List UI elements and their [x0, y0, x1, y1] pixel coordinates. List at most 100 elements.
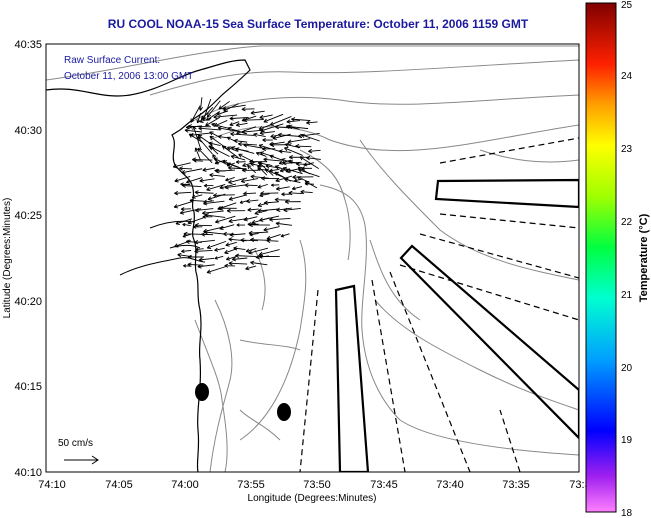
current-vector — [283, 147, 303, 156]
current-vector — [194, 190, 214, 195]
colorbar-tick-label: 25 — [621, 0, 633, 11]
current-vector — [231, 256, 248, 262]
current-vector — [288, 190, 303, 196]
current-vector — [192, 125, 202, 150]
current-vector — [224, 248, 237, 255]
current-vector — [257, 167, 268, 172]
current-vector — [218, 134, 229, 139]
current-vector — [275, 186, 290, 191]
current-vector — [190, 105, 201, 123]
current-vector — [203, 200, 225, 206]
current-vector — [280, 233, 290, 238]
current-vector — [291, 186, 303, 191]
colorbar-gradient — [585, 2, 617, 513]
current-vector — [291, 117, 311, 122]
colorbar-tick-label: 19 — [621, 435, 633, 446]
current-vector — [187, 254, 204, 260]
current-vector — [241, 168, 259, 173]
current-vector — [275, 124, 292, 130]
y-tick-label: 40:35 — [14, 39, 42, 51]
current-vector — [203, 230, 226, 235]
current-vector — [250, 174, 269, 179]
radar-beam-lines — [299, 137, 579, 472]
current-vector — [245, 265, 257, 271]
scale-arrow — [64, 455, 99, 465]
current-vector — [194, 147, 201, 161]
current-vector — [248, 230, 269, 236]
current-vector — [300, 133, 320, 142]
current-vector — [189, 198, 204, 203]
current-vector — [215, 169, 236, 174]
current-vector — [284, 177, 301, 183]
current-vector — [231, 146, 255, 154]
current-vector — [181, 183, 202, 188]
current-vector — [194, 239, 215, 245]
current-vector — [199, 178, 215, 183]
x-axis-label: Longitude (Degrees:Minutes) — [248, 493, 377, 504]
current-vector — [300, 189, 313, 195]
current-vector — [301, 166, 313, 171]
scale-label: 50 cm/s — [58, 438, 93, 449]
bathymetry-contours — [46, 45, 579, 472]
current-vector — [174, 176, 191, 183]
current-vector — [237, 141, 257, 147]
current-vector — [249, 222, 270, 228]
current-vector — [263, 157, 281, 162]
current-vector — [263, 226, 280, 232]
current-vector — [233, 138, 248, 144]
current-vector — [203, 183, 214, 188]
current-vector — [292, 174, 314, 180]
current-vector — [306, 155, 321, 161]
current-vector — [224, 263, 236, 268]
current-vector — [269, 217, 291, 222]
current-vector — [253, 132, 266, 138]
current-vector — [179, 166, 193, 171]
current-vector — [215, 215, 236, 224]
plot-frame — [45, 43, 580, 473]
current-vector — [304, 182, 314, 186]
x-tick-label: 74:10 — [38, 479, 66, 491]
current-vector — [211, 122, 229, 129]
current-vector — [192, 157, 213, 162]
colorbar-tick-label: 21 — [621, 290, 633, 301]
current-vector — [222, 104, 246, 111]
current-vector — [258, 161, 274, 176]
current-vector — [213, 114, 238, 120]
current-vector — [194, 223, 213, 228]
current-vector — [206, 240, 227, 250]
current-vector — [288, 124, 309, 130]
current-vector — [194, 249, 213, 254]
current-vector — [257, 208, 279, 213]
y-axis: 40:35 40:30 40:25 40:20 40:15 40:10 Lati… — [2, 39, 42, 479]
current-vector — [223, 231, 235, 237]
current-vector — [284, 199, 301, 204]
current-vector — [276, 207, 292, 212]
current-vector — [180, 207, 192, 212]
current-vector — [269, 154, 283, 161]
current-vector — [286, 119, 301, 124]
current-vector — [263, 200, 279, 205]
current-vector — [263, 113, 284, 123]
current-vector — [221, 145, 239, 158]
current-vector — [259, 114, 273, 120]
y-tick-label: 40:15 — [14, 381, 42, 393]
current-vector — [272, 133, 291, 140]
current-vector — [287, 138, 311, 144]
current-vector — [243, 191, 257, 196]
current-vector — [214, 247, 225, 252]
current-vector — [282, 160, 302, 166]
current-vector — [269, 168, 280, 173]
current-vector — [175, 218, 193, 225]
current-vector — [247, 207, 259, 212]
current-vector — [229, 116, 249, 121]
current-vector — [198, 126, 221, 131]
current-vector — [206, 184, 226, 192]
current-vector — [247, 164, 257, 174]
current-vector — [225, 241, 237, 247]
current-vector — [229, 232, 246, 237]
current-vector — [208, 141, 221, 146]
current-vector — [285, 168, 301, 174]
x-tick-label: 73:40 — [436, 479, 464, 491]
current-vector — [250, 237, 270, 242]
surface-current-vectors — [172, 97, 321, 274]
